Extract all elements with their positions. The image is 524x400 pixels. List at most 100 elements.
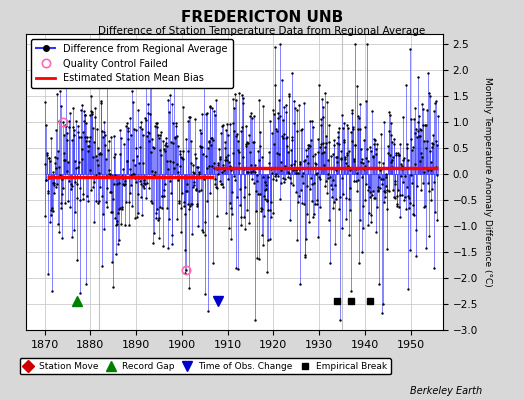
Point	[205, 139, 213, 146]
Point	[176, 148, 184, 154]
Point	[191, 186, 200, 192]
Point	[205, 189, 214, 196]
Point	[215, 146, 223, 153]
Point	[192, 155, 200, 162]
Point	[274, 115, 282, 121]
Point	[372, 146, 380, 152]
Point	[213, 213, 222, 220]
Point	[155, 234, 163, 241]
Point	[366, 148, 375, 154]
Point	[166, 178, 174, 184]
Point	[53, 148, 62, 154]
Point	[365, 210, 373, 216]
Point	[392, 152, 400, 158]
Legend: Station Move, Record Gap, Time of Obs. Change, Empirical Break: Station Move, Record Gap, Time of Obs. C…	[19, 358, 391, 374]
Point	[46, 158, 54, 164]
Point	[353, 170, 362, 176]
Point	[147, 148, 155, 155]
Point	[294, 170, 302, 176]
Point	[169, 159, 178, 165]
Point	[222, 154, 230, 161]
Point	[155, 135, 163, 142]
Point	[408, 180, 417, 186]
Point	[230, 172, 238, 179]
Point	[53, 155, 61, 161]
Point	[64, 198, 72, 204]
Point	[188, 201, 196, 207]
Point	[162, 205, 171, 211]
Point	[268, 176, 277, 182]
Point	[182, 136, 190, 142]
Point	[395, 152, 403, 158]
Point	[358, 249, 366, 256]
Point	[227, 205, 236, 212]
Point	[174, 177, 182, 183]
Point	[366, 188, 375, 195]
Point	[254, 256, 263, 262]
Point	[134, 209, 142, 216]
Point	[301, 157, 309, 164]
Point	[217, 130, 225, 137]
Point	[107, 188, 115, 195]
Point	[314, 234, 323, 240]
Point	[71, 209, 79, 215]
Point	[389, 187, 397, 193]
Point	[55, 229, 63, 235]
Point	[42, 150, 51, 156]
Point	[58, 234, 67, 241]
Point	[272, 150, 281, 156]
Point	[386, 112, 395, 118]
Point	[108, 209, 116, 215]
Point	[308, 181, 316, 187]
Point	[320, 148, 329, 155]
Point	[147, 198, 156, 204]
Point	[413, 118, 422, 125]
Point	[121, 178, 129, 184]
Point	[281, 176, 289, 182]
Point	[314, 174, 323, 180]
Point	[99, 193, 107, 199]
Point	[345, 148, 354, 154]
Point	[232, 133, 240, 139]
Point	[299, 170, 308, 176]
Point	[45, 155, 53, 162]
Point	[297, 127, 305, 134]
Point	[262, 182, 270, 188]
Point	[225, 121, 234, 127]
Point	[378, 176, 387, 182]
Point	[272, 170, 281, 177]
Point	[281, 162, 289, 169]
Point	[79, 129, 87, 136]
Point	[177, 229, 185, 236]
Point	[152, 120, 161, 126]
Point	[149, 144, 157, 150]
Point	[388, 157, 397, 164]
Point	[43, 271, 52, 277]
Point	[220, 166, 228, 173]
Point	[301, 252, 310, 258]
Point	[67, 181, 75, 187]
Point	[333, 159, 341, 165]
Point	[76, 196, 84, 203]
Point	[136, 181, 145, 188]
Point	[122, 158, 130, 164]
Point	[150, 230, 159, 236]
Point	[247, 176, 256, 183]
Point	[269, 210, 277, 216]
Point	[413, 134, 421, 140]
Point	[101, 142, 110, 148]
Point	[153, 123, 161, 130]
Point	[292, 170, 300, 176]
Point	[52, 184, 60, 191]
Point	[206, 103, 215, 109]
Point	[259, 103, 267, 109]
Point	[119, 175, 128, 182]
Point	[113, 220, 121, 227]
Point	[194, 223, 202, 230]
Point	[55, 118, 63, 124]
Point	[84, 138, 93, 144]
Point	[211, 112, 219, 118]
Point	[303, 160, 312, 166]
Point	[130, 174, 139, 181]
Point	[62, 123, 70, 129]
